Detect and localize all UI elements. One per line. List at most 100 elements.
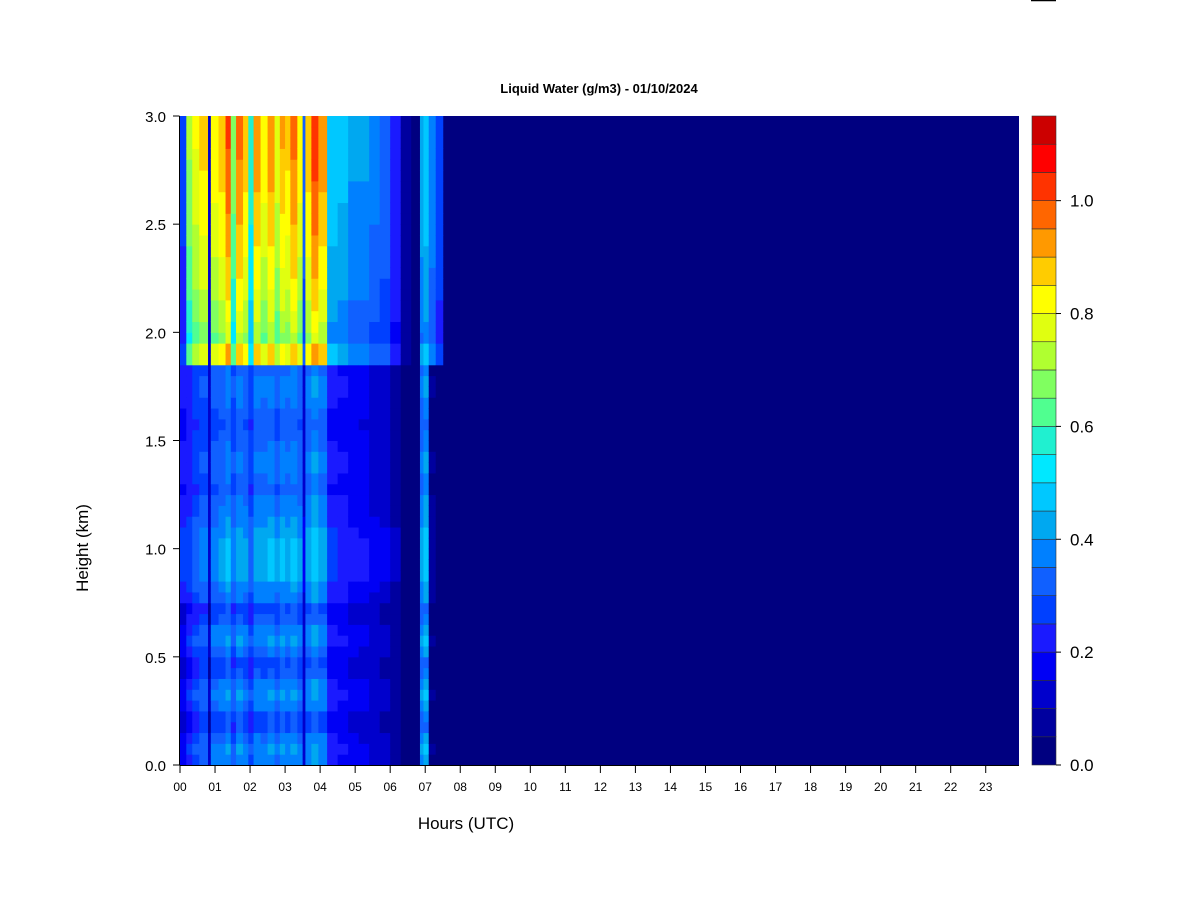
heatmap-cell (302, 289, 306, 301)
heatmap-cell (369, 116, 381, 128)
heatmap-cell (297, 364, 304, 377)
heatmap-cell (369, 591, 381, 604)
heatmap-cell (379, 667, 391, 679)
heatmap-cell (435, 462, 444, 474)
heatmap-cell (208, 472, 212, 485)
heatmap-cell (290, 213, 298, 225)
heatmap-cell (318, 570, 328, 582)
heatmap-cell (337, 408, 349, 420)
x-tick-label: 09 (489, 780, 503, 794)
heatmap-cell (285, 310, 291, 323)
heatmap-cell (318, 364, 328, 377)
heatmap-cell (243, 364, 249, 377)
heatmap-cell (348, 126, 360, 139)
heatmap-cell (236, 646, 244, 658)
heatmap-cell (302, 559, 306, 571)
heatmap-cell (180, 483, 187, 496)
heatmap-cell (423, 289, 430, 301)
heatmap-cell (210, 256, 220, 268)
heatmap-cell (253, 170, 262, 182)
heatmap-cell (419, 754, 424, 766)
heatmap-cell (180, 245, 187, 258)
heatmap-cell (236, 289, 244, 301)
heatmap-cell (274, 310, 281, 323)
colorbar-swatch (1031, 736, 1057, 766)
heatmap-cell (369, 581, 381, 593)
heatmap-cell (180, 159, 187, 171)
heatmap-cell (423, 505, 430, 517)
heatmap-cell (297, 548, 304, 560)
heatmap-cell (428, 116, 437, 128)
heatmap-cell (327, 137, 339, 149)
heatmap-cell (297, 537, 304, 550)
heatmap-cell (230, 408, 237, 420)
heatmap-cell (358, 537, 370, 550)
heatmap-cell (428, 656, 437, 669)
heatmap-cell (267, 137, 276, 149)
heatmap-cell (274, 591, 281, 604)
heatmap-cell (230, 689, 237, 701)
heatmap-cell (225, 364, 232, 377)
heatmap-cell (253, 440, 262, 452)
heatmap-cell (305, 116, 312, 128)
heatmap-cell (260, 494, 269, 506)
heatmap-cell (180, 310, 187, 323)
heatmap-cell (348, 321, 360, 333)
heatmap-cell (302, 148, 306, 160)
heatmap-cell (236, 689, 244, 701)
heatmap-cell (236, 635, 244, 647)
heatmap-cell (267, 743, 276, 755)
heatmap-cell (243, 678, 249, 690)
heatmap-cell (390, 581, 402, 593)
heatmap-cell (337, 570, 349, 582)
heatmap-cell (428, 332, 437, 344)
heatmap-cell (199, 646, 209, 658)
heatmap-cell (225, 148, 232, 160)
heatmap-cell (318, 667, 328, 679)
heatmap-cell (348, 732, 360, 744)
heatmap-cell (180, 116, 187, 128)
heatmap-cell (225, 505, 232, 517)
heatmap-cell (435, 234, 444, 247)
heatmap-cell (369, 721, 381, 734)
heatmap-cell (318, 245, 328, 258)
heatmap-cell (279, 678, 286, 690)
heatmap-cell (274, 462, 281, 474)
heatmap-cell (400, 667, 412, 679)
heatmap-cell (305, 462, 312, 474)
heatmap-cell (400, 397, 412, 409)
heatmap-cell (192, 472, 200, 485)
heatmap-cell (243, 451, 249, 463)
heatmap-cell (390, 289, 402, 301)
heatmap-cell (243, 148, 249, 160)
heatmap-cell (297, 591, 304, 604)
colorbar-swatch (1031, 595, 1057, 625)
heatmap-cell (423, 602, 430, 615)
heatmap-cell (428, 224, 437, 236)
heatmap-cell (305, 310, 312, 323)
heatmap-cell (379, 624, 391, 636)
heatmap-cell (267, 386, 276, 398)
heatmap-cell (267, 646, 276, 658)
heatmap-cell (230, 148, 237, 160)
heatmap-cell (236, 505, 244, 517)
heatmap-cell (435, 700, 444, 712)
heatmap-cell (411, 299, 421, 312)
heatmap-cell (230, 754, 237, 766)
heatmap-cell (297, 408, 304, 420)
heatmap-cell (428, 581, 437, 593)
heatmap-cell (311, 321, 319, 333)
heatmap-cell (208, 191, 212, 204)
heatmap-cell (186, 483, 193, 496)
heatmap-cell (192, 375, 200, 387)
heatmap-cell (192, 483, 200, 496)
heatmap-cell (253, 581, 262, 593)
heatmap-cell (253, 245, 262, 258)
heatmap-cell (423, 137, 430, 149)
heatmap-cell (305, 700, 312, 712)
heatmap-cell (311, 451, 319, 463)
heatmap-cell (192, 191, 200, 204)
heatmap-cell (369, 559, 381, 571)
heatmap-cell (285, 343, 291, 355)
heatmap-cell (218, 375, 227, 387)
